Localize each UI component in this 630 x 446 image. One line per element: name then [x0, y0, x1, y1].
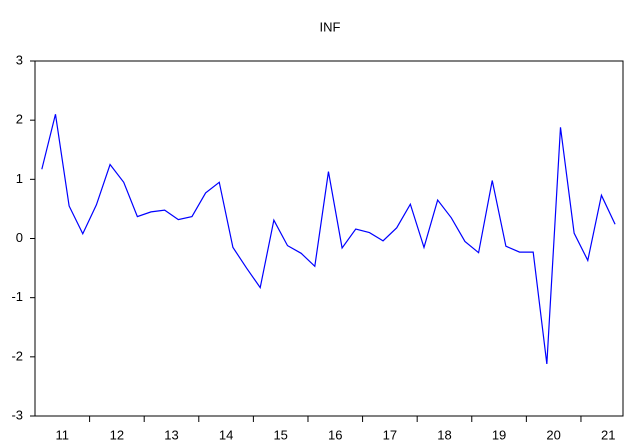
y-tick-label: 2: [16, 112, 23, 127]
x-tick-label: 12: [110, 427, 124, 442]
plot-frame: [34, 60, 624, 417]
x-tick-label: 11: [56, 427, 70, 442]
chart-title: INF: [320, 19, 341, 34]
x-tick-label: 20: [546, 427, 560, 442]
y-tick-label: -1: [11, 289, 23, 304]
x-tick-label: 19: [492, 427, 506, 442]
x-tick-label: 17: [383, 427, 397, 442]
x-tick-label: 21: [601, 427, 615, 442]
y-tick-label: -2: [11, 348, 23, 363]
y-tick-label: 0: [16, 230, 23, 245]
x-tick-label: 14: [219, 427, 233, 442]
line-series: [41, 114, 616, 365]
x-tick-label: 18: [437, 427, 451, 442]
x-tick-label: 13: [164, 427, 178, 442]
y-tick-label: 1: [16, 171, 23, 186]
y-tick-label: 3: [16, 52, 23, 67]
y-tick-label: -3: [11, 407, 23, 422]
x-tick-label: 16: [328, 427, 342, 442]
x-tick-label: 15: [273, 427, 287, 442]
